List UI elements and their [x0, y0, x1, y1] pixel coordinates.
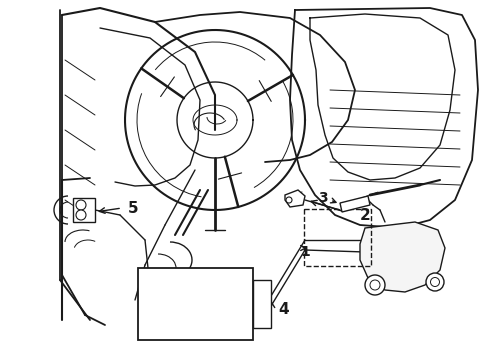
- Bar: [73, 198, 95, 222]
- Text: 1: 1: [300, 245, 310, 259]
- Text: 4: 4: [278, 302, 289, 318]
- Text: 5: 5: [128, 201, 139, 216]
- Circle shape: [286, 197, 292, 203]
- Polygon shape: [285, 190, 305, 207]
- Circle shape: [431, 278, 440, 287]
- Circle shape: [370, 280, 380, 290]
- Bar: [138, 268, 253, 340]
- Circle shape: [365, 275, 385, 295]
- Polygon shape: [360, 222, 445, 292]
- Text: 3: 3: [318, 191, 328, 205]
- Circle shape: [76, 200, 86, 210]
- Circle shape: [426, 273, 444, 291]
- Polygon shape: [340, 196, 370, 212]
- Text: 2: 2: [360, 207, 371, 222]
- Circle shape: [76, 210, 86, 220]
- Bar: [253, 280, 271, 328]
